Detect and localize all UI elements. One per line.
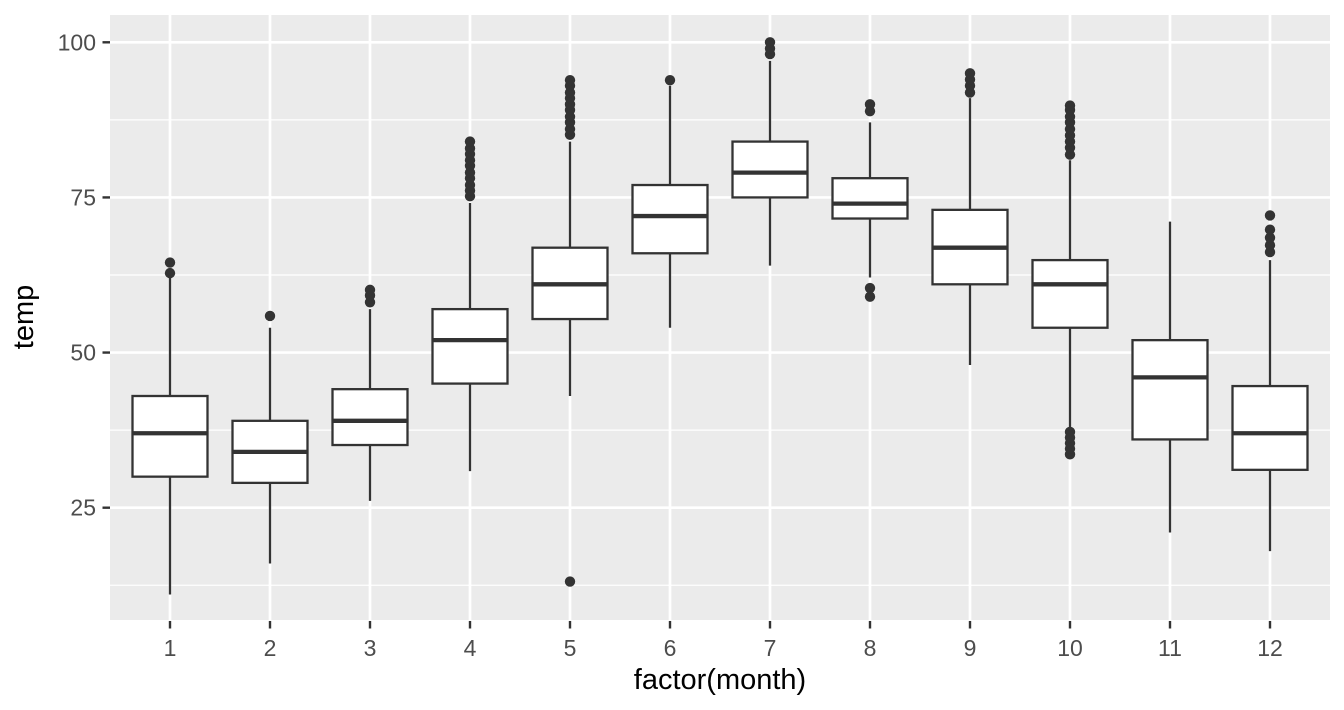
box-month-10: [1031, 258, 1109, 329]
outlier-point-month-8: [864, 282, 876, 294]
y-tick-label: 75: [70, 184, 96, 210]
x-tick-label: 7: [764, 635, 777, 661]
outlier-point-month-2: [264, 310, 276, 322]
x-tick-label: 3: [364, 635, 377, 661]
x-tick-label: 12: [1257, 635, 1283, 661]
box-month-3: [331, 388, 409, 447]
y-tick-label: 50: [70, 340, 96, 366]
x-tick-label: 11: [1158, 635, 1182, 661]
x-tick-label: 9: [964, 635, 977, 661]
outlier-point-month-1: [164, 267, 176, 279]
x-tick-label: 5: [564, 635, 577, 661]
box-month-7: [731, 140, 809, 199]
box-month-6: [631, 183, 709, 255]
outlier-point-month-10: [1064, 100, 1076, 111]
y-axis-title: temp: [8, 285, 40, 349]
x-axis-title: factor(month): [634, 664, 806, 696]
outlier-point-month-12: [1264, 240, 1276, 251]
outlier-point-month-12: [1264, 232, 1276, 243]
y-tick-label: 100: [58, 29, 96, 55]
x-tick-label: 6: [664, 635, 677, 661]
box-month-4: [431, 307, 509, 385]
outlier-point-month-9: [964, 68, 976, 79]
x-tick-label: 10: [1057, 635, 1083, 661]
outlier-point-month-6: [664, 74, 676, 86]
outlier-point-month-5: [564, 74, 576, 86]
box-month-11: [1131, 338, 1209, 441]
box-month-1: [131, 394, 209, 478]
outlier-point-month-1: [164, 257, 176, 268]
outlier-point-month-12: [1264, 224, 1276, 235]
outlier-point-month-5: [564, 576, 576, 587]
y-tick-label: 25: [70, 495, 96, 521]
x-tick-label: 1: [164, 635, 177, 661]
x-tick-label: 8: [864, 635, 877, 661]
outlier-point-month-3: [364, 284, 376, 296]
outlier-point-month-8: [864, 291, 876, 302]
box-month-12: [1231, 384, 1309, 471]
x-tick-label: 2: [264, 635, 277, 661]
outlier-point-month-12: [1264, 210, 1276, 221]
outlier-point-month-8: [864, 99, 876, 110]
outlier-point-month-4: [464, 136, 476, 147]
x-tick-label: 4: [464, 635, 477, 661]
outlier-point-month-7: [764, 37, 776, 48]
outlier-point-month-10: [1064, 426, 1076, 438]
box-month-8: [831, 177, 909, 220]
plot-panel: [110, 15, 1330, 620]
